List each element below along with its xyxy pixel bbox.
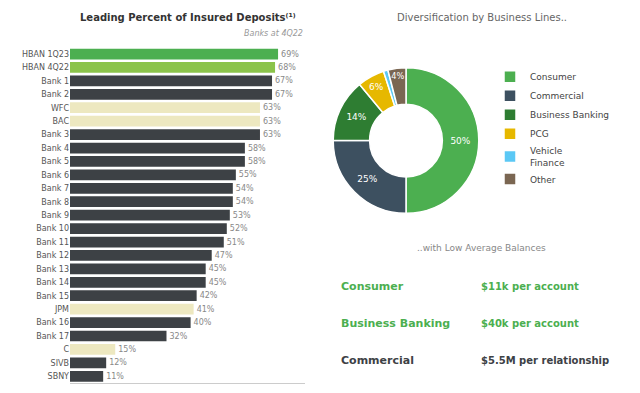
svg-text:58%: 58% xyxy=(248,144,266,153)
svg-text:42%: 42% xyxy=(200,291,218,300)
svg-text:Bank 6: Bank 6 xyxy=(41,171,69,180)
svg-text:58%: 58% xyxy=(248,157,266,166)
svg-text:68%: 68% xyxy=(278,63,296,72)
svg-text:54%: 54% xyxy=(236,184,254,193)
svg-text:VehicleFinance: VehicleFinance xyxy=(530,146,565,168)
svg-text:Consumer: Consumer xyxy=(530,72,576,82)
svg-text:Business Banking: Business Banking xyxy=(530,110,609,120)
svg-text:55%: 55% xyxy=(239,170,257,179)
svg-text:Bank 10: Bank 10 xyxy=(36,224,69,233)
svg-text:25%: 25% xyxy=(357,174,377,184)
svg-text:52%: 52% xyxy=(230,224,248,233)
svg-text:PCG: PCG xyxy=(530,129,549,139)
svg-text:Bank 8: Bank 8 xyxy=(41,198,69,207)
svg-text:47%: 47% xyxy=(215,251,233,260)
svg-text:40%: 40% xyxy=(194,318,212,327)
svg-text:Bank 3: Bank 3 xyxy=(41,130,69,139)
svg-text:$5.5M per relationship: $5.5M per relationship xyxy=(481,355,609,366)
svg-text:HBAN 1Q23: HBAN 1Q23 xyxy=(22,50,69,59)
svg-text:63%: 63% xyxy=(263,130,281,139)
svg-text:$11k per account: $11k per account xyxy=(481,281,579,292)
svg-text:Bank 11: Bank 11 xyxy=(36,238,69,247)
svg-text:SIVB: SIVB xyxy=(51,359,69,368)
svg-text:SBNY: SBNY xyxy=(48,372,70,381)
svg-text:$40k per account: $40k per account xyxy=(481,318,579,329)
svg-text:Bank 5: Bank 5 xyxy=(41,157,69,166)
svg-text:Consumer: Consumer xyxy=(341,280,404,293)
svg-text:67%: 67% xyxy=(275,90,293,99)
svg-text:45%: 45% xyxy=(209,278,227,287)
svg-text:JPM: JPM xyxy=(54,305,69,314)
svg-text:63%: 63% xyxy=(263,103,281,112)
svg-text:HBAN 4Q22: HBAN 4Q22 xyxy=(22,63,69,72)
svg-text:Bank 4: Bank 4 xyxy=(41,144,69,153)
svg-text:4%: 4% xyxy=(391,71,404,81)
svg-text:15%: 15% xyxy=(118,345,136,354)
svg-text:53%: 53% xyxy=(233,211,251,220)
svg-text:Leading Percent of Insured Dep: Leading Percent of Insured Deposits⁽¹⁾ xyxy=(80,12,296,23)
svg-text:51%: 51% xyxy=(227,238,245,247)
svg-text:Bank 15: Bank 15 xyxy=(36,292,69,301)
svg-text:12%: 12% xyxy=(109,358,127,367)
svg-text:45%: 45% xyxy=(209,264,227,273)
svg-text:Bank 12: Bank 12 xyxy=(36,251,69,260)
svg-text:Bank 1: Bank 1 xyxy=(41,77,69,86)
svg-text:Diversification by Business Li: Diversification by Business Lines.. xyxy=(397,12,567,23)
svg-text:BAC: BAC xyxy=(53,117,70,126)
svg-text:Bank 17: Bank 17 xyxy=(36,332,69,341)
svg-text:..with Low Average Balances: ..with Low Average Balances xyxy=(417,243,546,253)
svg-text:11%: 11% xyxy=(106,372,124,381)
svg-text:Other: Other xyxy=(530,175,556,185)
svg-text:Bank 2: Bank 2 xyxy=(41,90,69,99)
svg-text:Business Banking: Business Banking xyxy=(341,317,450,330)
svg-text:Bank 9: Bank 9 xyxy=(41,211,69,220)
svg-text:Commercial: Commercial xyxy=(530,91,584,101)
svg-text:6%: 6% xyxy=(369,82,384,92)
svg-text:WFC: WFC xyxy=(51,104,70,113)
svg-text:Bank 16: Bank 16 xyxy=(36,318,69,327)
svg-text:63%: 63% xyxy=(263,117,281,126)
svg-text:Bank 14: Bank 14 xyxy=(36,278,69,287)
svg-text:Bank 13: Bank 13 xyxy=(36,265,69,274)
svg-text:14%: 14% xyxy=(346,112,366,122)
svg-text:67%: 67% xyxy=(275,76,293,85)
svg-text:54%: 54% xyxy=(236,197,254,206)
svg-text:C: C xyxy=(63,345,69,354)
svg-text:69%: 69% xyxy=(281,50,299,59)
svg-text:50%: 50% xyxy=(450,136,470,146)
svg-text:Banks at 4Q22: Banks at 4Q22 xyxy=(244,29,303,38)
svg-text:32%: 32% xyxy=(169,332,187,341)
svg-text:Bank 7: Bank 7 xyxy=(41,184,69,193)
svg-text:41%: 41% xyxy=(197,305,215,314)
svg-text:Commercial: Commercial xyxy=(341,354,414,367)
